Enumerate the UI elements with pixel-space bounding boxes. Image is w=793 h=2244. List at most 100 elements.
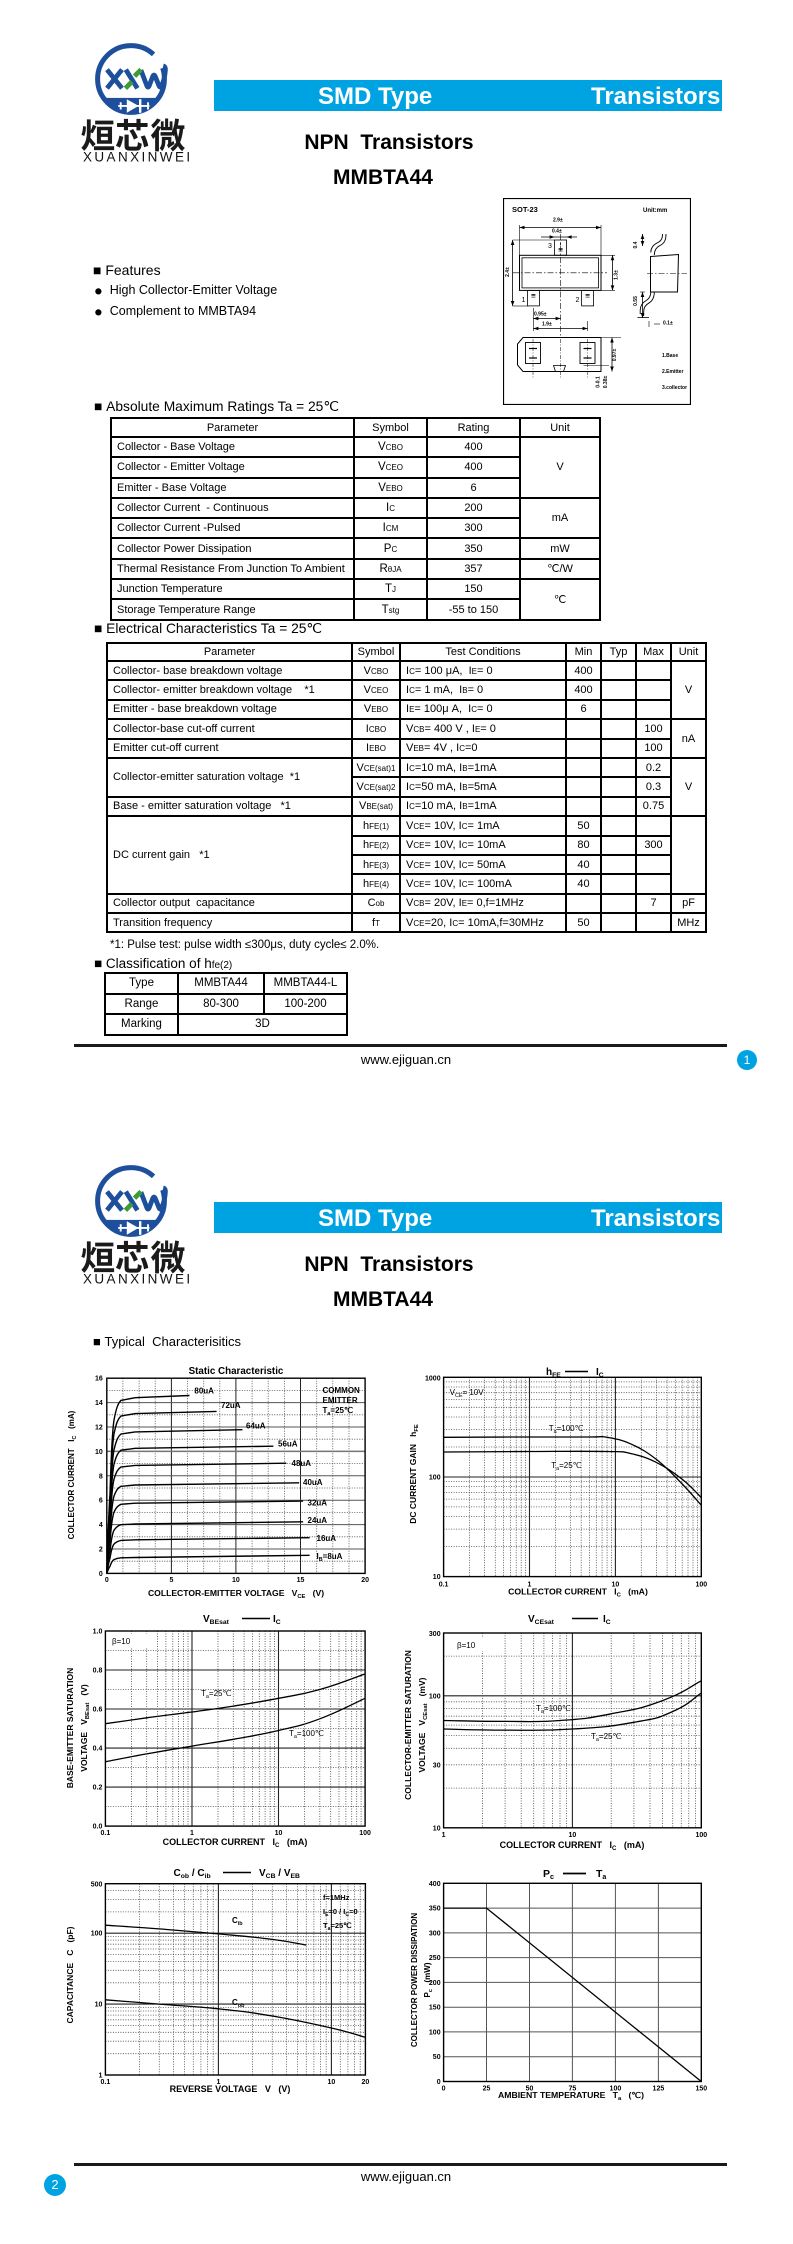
svg-text:8: 8 xyxy=(99,1473,103,1480)
svg-text:1: 1 xyxy=(528,1582,532,1589)
svg-text:Static Characteristic: Static Characteristic xyxy=(189,1366,284,1377)
svg-text:1: 1 xyxy=(522,297,526,304)
svg-text:0.1±: 0.1± xyxy=(663,321,673,327)
svg-text:SOT-23: SOT-23 xyxy=(512,205,538,214)
svg-text:0.8: 0.8 xyxy=(93,1668,103,1675)
svg-text:300: 300 xyxy=(429,1631,441,1638)
svg-text:DC CURRENT GAIN hFE: DC CURRENT GAIN hFE xyxy=(408,1424,420,1524)
svg-text:1.Base: 1.Base xyxy=(662,353,678,359)
svg-text:6: 6 xyxy=(99,1498,103,1505)
svg-text:2: 2 xyxy=(576,297,580,304)
svg-text:2.9±: 2.9± xyxy=(553,218,563,224)
svg-text:0-0.1: 0-0.1 xyxy=(596,376,602,388)
svg-text:Ta=100℃: Ta=100℃ xyxy=(289,1729,324,1740)
svg-text:Ta=25℃: Ta=25℃ xyxy=(591,1732,621,1743)
svg-text:VCEsat: VCEsat xyxy=(528,1614,555,1626)
svg-text:0.4: 0.4 xyxy=(633,241,639,248)
svg-text:0.95±: 0.95± xyxy=(534,312,547,318)
svg-text:10: 10 xyxy=(232,1577,240,1584)
svg-text:hFE: hFE xyxy=(546,1367,561,1379)
svg-text:2: 2 xyxy=(99,1547,103,1554)
svg-text:20: 20 xyxy=(362,2079,370,2086)
svg-text:0.1: 0.1 xyxy=(439,1582,449,1589)
svg-text:0.1: 0.1 xyxy=(101,2079,111,2086)
svg-text:300: 300 xyxy=(429,1930,441,1937)
svg-text:100: 100 xyxy=(359,1830,371,1837)
svg-text:16uA: 16uA xyxy=(317,1534,337,1543)
svg-text:0.6: 0.6 xyxy=(93,1707,103,1714)
svg-text:2.Emitter: 2.Emitter xyxy=(662,369,683,375)
svg-text:COLLECTOR CURRENT IC (mA): COLLECTOR CURRENT IC (mA) xyxy=(508,1587,648,1599)
svg-text:500: 500 xyxy=(91,1882,103,1889)
svg-text:COLLECTOR-EMITTER SATURATION: COLLECTOR-EMITTER SATURATION xyxy=(403,1650,413,1800)
svg-text:10: 10 xyxy=(275,1830,283,1837)
svg-text:1.0: 1.0 xyxy=(93,1629,103,1636)
svg-text:COLLECTOR CURRENT IC (mA): COLLECTOR CURRENT IC (mA) xyxy=(500,1840,645,1852)
svg-text:β=10: β=10 xyxy=(112,1637,131,1646)
svg-text:BASE-EMITTER SATURATION: BASE-EMITTER SATURATION xyxy=(65,1668,75,1789)
svg-text:VBEsat: VBEsat xyxy=(203,1614,230,1626)
svg-text:75: 75 xyxy=(569,2086,577,2093)
svg-text:1: 1 xyxy=(98,2073,102,2080)
svg-text:1000: 1000 xyxy=(425,1375,441,1382)
svg-text:0.38±: 0.38± xyxy=(603,376,609,389)
svg-text:XUANXINWEI: XUANXINWEI xyxy=(83,1272,193,1287)
svg-text:Ta=25℃: Ta=25℃ xyxy=(551,1461,581,1472)
svg-text:COLLECTOR CURRENT IC (mA): COLLECTOR CURRENT IC (mA) xyxy=(67,1410,78,1539)
svg-text:14: 14 xyxy=(95,1400,103,1407)
svg-text:0.97±: 0.97± xyxy=(612,349,618,362)
svg-text:Ta=25℃: Ta=25℃ xyxy=(201,1689,231,1700)
svg-text:IC: IC xyxy=(603,1614,611,1626)
svg-text:0.4: 0.4 xyxy=(93,1746,103,1753)
svg-text:COLLECTOR POWER DISSIPATION: COLLECTOR POWER DISSIPATION xyxy=(410,1913,419,2047)
svg-text:4: 4 xyxy=(99,1522,103,1529)
svg-text:32uA: 32uA xyxy=(308,1499,328,1508)
svg-text:AMBIENT TEMPERATURE Ta (℃): AMBIENT TEMPERATURE Ta (℃) xyxy=(498,2090,644,2102)
svg-text:100: 100 xyxy=(695,1582,707,1589)
svg-text:Cob / Cib: Cob / Cib xyxy=(174,1868,211,1880)
svg-text:2.4±: 2.4± xyxy=(505,267,511,277)
svg-text:100: 100 xyxy=(429,1475,441,1482)
svg-text:10: 10 xyxy=(328,2079,336,2086)
svg-text:50: 50 xyxy=(433,2054,441,2061)
svg-text:0: 0 xyxy=(442,2086,446,2093)
svg-text:0.1: 0.1 xyxy=(101,1830,111,1837)
svg-text:VOLTAGE VCEsat (mV): VOLTAGE VCEsat (mV) xyxy=(417,1677,429,1772)
svg-text:VOLTAGE VBEsat (V): VOLTAGE VBEsat (V) xyxy=(79,1684,91,1772)
svg-text:10: 10 xyxy=(95,1449,103,1456)
svg-text:EMITTER: EMITTER xyxy=(323,1396,358,1405)
svg-text:250: 250 xyxy=(429,1955,441,1962)
svg-text:3: 3 xyxy=(548,243,552,250)
svg-text:Ta=25℃: Ta=25℃ xyxy=(323,1921,352,1932)
svg-text:400: 400 xyxy=(429,1881,441,1888)
svg-text:Ta=100℃: Ta=100℃ xyxy=(536,1704,571,1715)
svg-text:30: 30 xyxy=(433,1762,441,1769)
svg-text:β=10: β=10 xyxy=(457,1641,476,1650)
svg-text:0.2: 0.2 xyxy=(93,1785,103,1792)
svg-text:48uA: 48uA xyxy=(292,1459,312,1468)
svg-text:IE=0 / IC=0: IE=0 / IC=0 xyxy=(323,1907,358,1918)
svg-text:1.9±: 1.9± xyxy=(542,322,552,328)
svg-text:0.4±: 0.4± xyxy=(552,229,562,235)
svg-text:3.collector: 3.collector xyxy=(662,385,687,391)
svg-text:12: 12 xyxy=(95,1425,103,1432)
svg-text:20: 20 xyxy=(361,1577,369,1584)
svg-text:64uA: 64uA xyxy=(246,1422,266,1431)
svg-text:1: 1 xyxy=(216,2079,220,2086)
svg-text:IC: IC xyxy=(596,1367,604,1379)
svg-text:1: 1 xyxy=(190,1830,194,1837)
svg-text:200: 200 xyxy=(429,1980,441,1987)
svg-text:10: 10 xyxy=(95,2002,103,2009)
svg-text:56uA: 56uA xyxy=(278,1440,298,1449)
svg-text:24uA: 24uA xyxy=(308,1516,328,1525)
svg-text:1.3±: 1.3± xyxy=(614,270,620,280)
svg-text:XUANXINWEI: XUANXINWEI xyxy=(83,150,193,165)
svg-text:Ta=25℃: Ta=25℃ xyxy=(323,1406,353,1417)
svg-text:Cib: Cib xyxy=(232,1916,243,1927)
svg-text:REVERSE VOLTAGE V (V): REVERSE VOLTAGE V (V) xyxy=(170,2084,291,2094)
svg-text:CAPACITANCE C (pF): CAPACITANCE C (pF) xyxy=(65,1926,75,2023)
svg-text:Cob: Cob xyxy=(232,1998,245,2009)
svg-text:VCB / VEB: VCB / VEB xyxy=(259,1868,300,1880)
svg-text:IC: IC xyxy=(273,1614,281,1626)
svg-text:Pc: Pc xyxy=(543,1868,554,1881)
